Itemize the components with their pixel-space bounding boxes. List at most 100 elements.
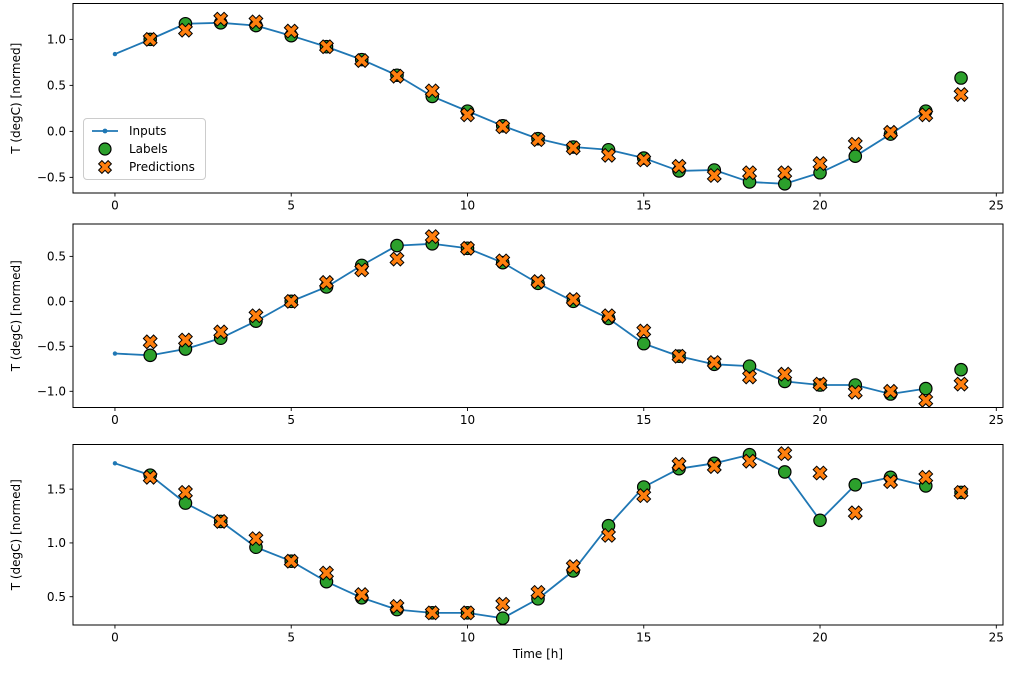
subplot-3-series-predictions [142, 446, 969, 621]
predictions-x-marker [248, 531, 264, 547]
y-tick-label: 0.5 [47, 250, 66, 264]
predictions-x-marker [671, 158, 687, 174]
legend-label-predictions: Predictions [129, 160, 195, 174]
subplot-1: 0 5 10 15 20 25 1.0 0.5 0.0 −0.5 T (degC) [normed] [9, 3, 1004, 213]
predictions-x-marker [495, 119, 511, 135]
predictions-x-marker [213, 513, 229, 529]
predictions-x-marker [213, 324, 229, 340]
predictions-x-marker [847, 136, 863, 152]
legend-label-inputs: Inputs [129, 124, 167, 138]
predictions-x-marker [424, 605, 440, 621]
x-tick-label: 5 [287, 631, 295, 645]
predictions-x-marker [495, 253, 511, 269]
predictions-x-marker [389, 68, 405, 84]
y-axis-label: T (degC) [normed] [9, 479, 23, 591]
predictions-x-marker [600, 308, 617, 324]
predictions-x-marker [389, 598, 405, 614]
predictions-x-marker [318, 565, 335, 581]
x-tick-label: 25 [989, 199, 1004, 213]
inputs-dot-marker [112, 51, 118, 57]
y-tick-label: 0.5 [47, 590, 66, 604]
predictions-x-marker [459, 605, 476, 621]
x-axis-label: Time [h] [512, 647, 563, 661]
circle-icon [90, 141, 120, 157]
predictions-x-marker [177, 332, 193, 348]
labels-circle-marker [848, 149, 863, 164]
predictions-x-marker [812, 376, 828, 392]
x-tick-label: 5 [287, 199, 295, 213]
labels-circle-marker [918, 381, 933, 396]
predictions-x-marker [636, 488, 652, 504]
x-tick-label: 10 [460, 631, 475, 645]
x-tick-label: 0 [111, 199, 119, 213]
predictions-x-marker [777, 165, 793, 181]
y-tick-label: 0.0 [47, 295, 66, 309]
labels-circle-marker [777, 177, 792, 191]
predictions-x-marker [741, 369, 758, 385]
labels-circle-marker [143, 348, 158, 363]
predictions-x-marker [600, 147, 617, 163]
x-tick-label: 0 [111, 631, 119, 645]
predictions-x-marker [671, 456, 687, 472]
y-tick-label: 0.0 [47, 125, 66, 139]
predictions-x-marker [389, 251, 405, 267]
predictions-x-marker [953, 376, 969, 392]
predictions-x-marker [883, 124, 899, 140]
legend: Inputs Labels Predictions [83, 118, 206, 180]
y-tick-label: 1.0 [47, 536, 66, 550]
predictions-x-marker [847, 384, 863, 400]
axes-frame [72, 3, 1004, 194]
subplot-2-series-predictions [142, 229, 969, 408]
predictions-x-marker [883, 383, 899, 399]
predictions-x-marker [459, 107, 476, 123]
predictions-x-marker [741, 453, 758, 469]
x-tick-label: 0 [111, 413, 119, 427]
predictions-x-marker [530, 132, 546, 148]
predictions-x-marker [706, 167, 722, 184]
predictions-x-marker [177, 22, 193, 38]
x-tick-label: 20 [812, 413, 827, 427]
predictions-x-marker [248, 308, 264, 324]
predictions-x-marker [177, 484, 193, 500]
y-tick-label: 1.0 [47, 33, 66, 47]
labels-circle-marker [954, 71, 968, 85]
x-tick-label: 15 [636, 199, 651, 213]
x-tick-label: 25 [989, 631, 1004, 645]
inputs-dot-marker [112, 351, 118, 356]
predictions-x-marker [671, 348, 687, 364]
y-tick-label: 1.5 [47, 482, 66, 496]
predictions-x-marker [530, 584, 546, 600]
y-tick-label: 0.5 [47, 79, 66, 93]
labels-circle-marker [777, 465, 792, 479]
subplot-2: 0 5 10 15 20 25 0.5 0.0 −0.5 −1.0 T (degC) [normed… [9, 223, 1004, 427]
predictions-x-marker [283, 293, 299, 309]
subplot-1-series-predictions [142, 11, 969, 184]
x-icon [90, 159, 120, 175]
predictions-x-marker [354, 53, 370, 69]
predictions-x-marker [142, 31, 158, 47]
predictions-x-marker [741, 165, 758, 181]
x-tick-label: 20 [812, 199, 827, 213]
subplot-3: 0 5 10 15 20 25 1.5 1.0 0.5 T (degC) [normed] Time… [9, 444, 1004, 661]
y-tick-label: −1.0 [37, 385, 66, 399]
y-tick-label: −0.5 [37, 340, 66, 354]
predictions-x-marker [354, 262, 370, 278]
predictions-x-marker [918, 107, 934, 123]
x-tick-label: 10 [460, 413, 475, 427]
predictions-x-marker [565, 559, 581, 575]
predictions-x-marker [142, 469, 158, 485]
labels-circle-marker [813, 513, 827, 528]
x-tick-label: 15 [636, 631, 651, 645]
predictions-x-marker [953, 87, 969, 103]
predictions-x-marker [918, 392, 934, 408]
y-axis-label: T (degC) [normed] [9, 260, 23, 372]
x-tick-label: 15 [636, 413, 651, 427]
predictions-x-marker [600, 527, 617, 543]
predictions-x-marker [283, 553, 299, 569]
legend-item-predictions: Predictions [90, 158, 199, 176]
x-tick-label: 10 [460, 199, 475, 213]
y-tick-label: −0.5 [37, 171, 66, 185]
predictions-x-marker [354, 587, 370, 603]
